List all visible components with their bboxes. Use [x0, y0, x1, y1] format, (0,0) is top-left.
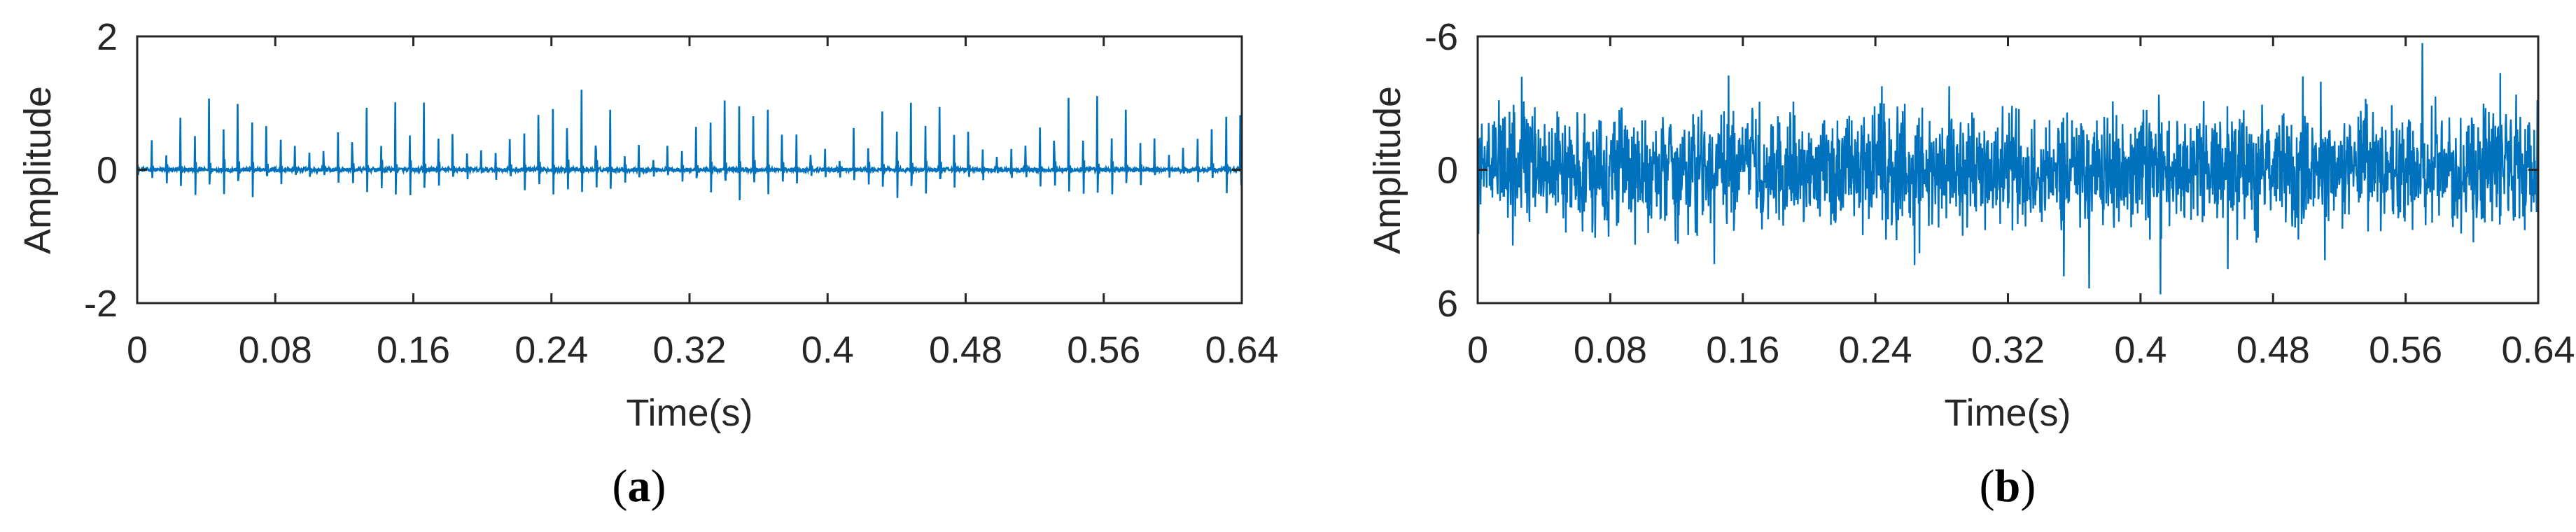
plot-area-a	[136, 90, 1243, 201]
caption-a-letter: a	[628, 461, 651, 512]
x-tick-label-a: 0.48	[929, 329, 1002, 371]
x-axis-label-a: Time(s)	[626, 392, 753, 434]
x-tick-label-b: 0.16	[1706, 329, 1779, 371]
signal-line-b	[1476, 43, 2540, 295]
y-tick-label-b: 0	[1437, 150, 1458, 192]
y-tick-label-b: -6	[1424, 16, 1458, 58]
x-tick-label-a: 0.32	[652, 329, 726, 371]
x-axis-label-b: Time(s)	[1945, 392, 2071, 434]
plot-area-b	[1476, 43, 2540, 295]
x-tick-label-a: 0	[127, 329, 148, 371]
x-tick-label-b: 0.24	[1839, 329, 1912, 371]
ticks-a: 0 0.08 0.16 0.24 0.32 0.4 0.48 0.56 0.64-202	[84, 16, 1279, 371]
x-tick-label-a: 0.08	[239, 329, 312, 371]
x-tick-label-b: 0.64	[2501, 329, 2575, 371]
caption-b: (b)	[1980, 461, 2036, 512]
caption-a: (a)	[612, 461, 666, 512]
x-tick-label-a: 0.16	[377, 329, 450, 371]
y-tick-label-a: -2	[84, 283, 118, 325]
x-tick-label-a: 0.24	[514, 329, 588, 371]
x-tick-label-b: 0	[1467, 329, 1488, 371]
y-tick-label-b: 6	[1437, 283, 1458, 325]
y-tick-label-a: 0	[97, 150, 118, 192]
x-tick-label-b: 0.08	[1574, 329, 1647, 371]
panel-a: 0 0.08 0.16 0.24 0.32 0.4 0.48 0.56 0.64-202 Tim…	[17, 16, 1279, 512]
x-tick-label-a: 0.64	[1205, 329, 1278, 371]
x-tick-label-a: 0.4	[802, 329, 854, 371]
caption-b-letter: b	[1995, 461, 2021, 512]
x-tick-label-b: 0.48	[2236, 329, 2310, 371]
x-tick-label-a: 0.56	[1067, 329, 1140, 371]
x-tick-label-b: 0.32	[1971, 329, 2045, 371]
y-axis-label-a: Amplitude	[17, 86, 59, 254]
x-tick-label-b: 0.4	[2114, 329, 2166, 371]
y-tick-label-a: 2	[97, 16, 118, 58]
x-tick-label-b: 0.56	[2369, 329, 2442, 371]
signal-line-a	[136, 90, 1243, 201]
y-axis-label-b: Amplitude	[1366, 86, 1408, 254]
